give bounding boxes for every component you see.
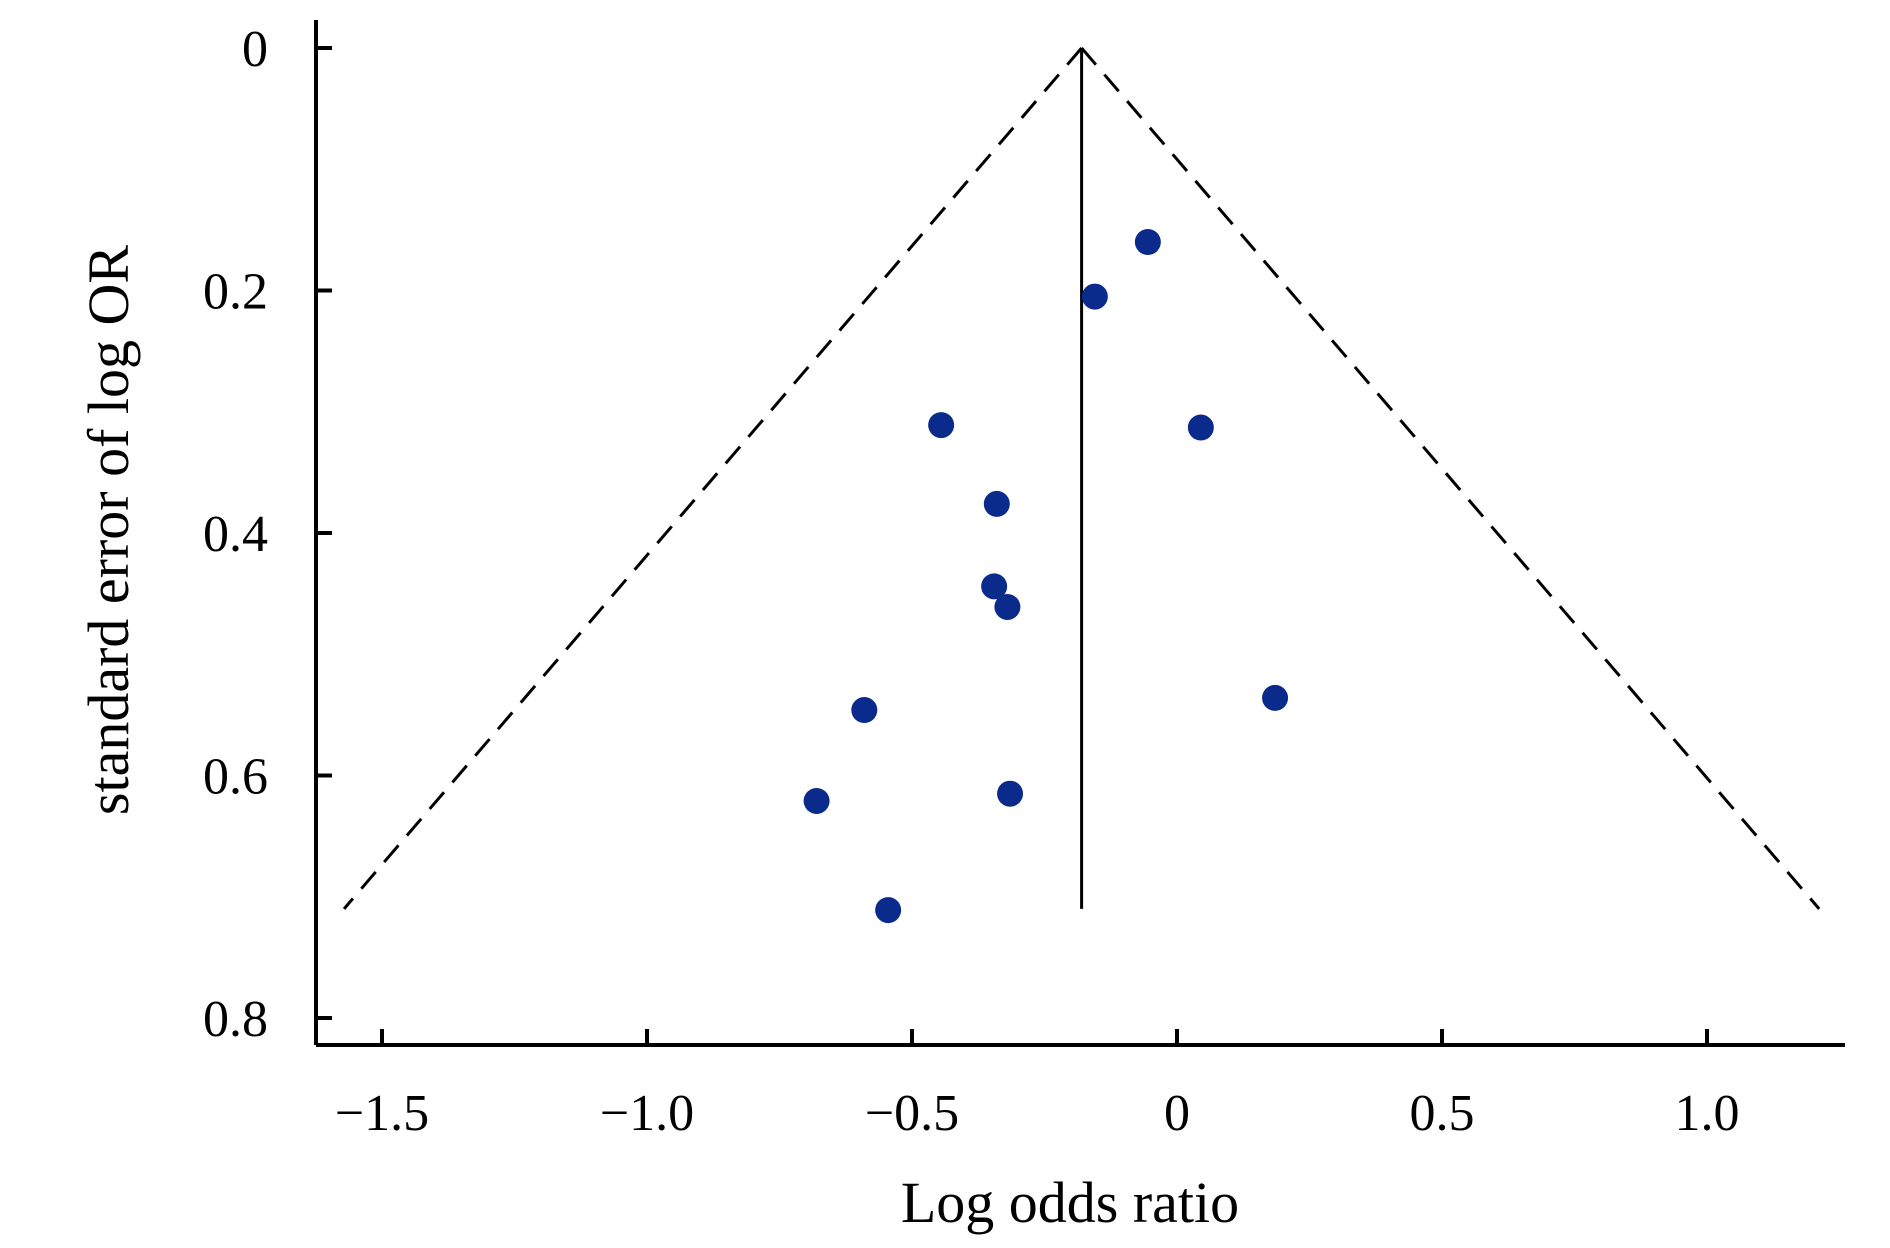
data-point (1081, 283, 1108, 310)
y-tick-label: 0.6 (203, 749, 268, 806)
data-point (983, 490, 1010, 517)
y-tick-label: 0 (242, 21, 268, 78)
x-tick-label: 0 (1164, 1085, 1190, 1142)
x-tick-label: 1.0 (1675, 1085, 1740, 1142)
data-point (1187, 414, 1214, 441)
data-point (994, 593, 1021, 620)
data-point (1134, 229, 1161, 255)
y-axis-title: standard error of log OR (76, 245, 141, 815)
data-point (997, 780, 1024, 807)
x-tick-label: 0.5 (1410, 1085, 1475, 1142)
data-point (981, 573, 1008, 600)
y-tick-label: 0.2 (203, 264, 268, 321)
data-points (803, 229, 1289, 924)
y-tick-label: 0.4 (203, 506, 268, 563)
data-point (875, 897, 902, 924)
data-point (851, 697, 878, 724)
funnel-right-boundary (1080, 47, 1821, 910)
axes: −1.5 −1.0 −0.5 0 0.5 1.0 0 0.2 0.4 0.6 0.8 (203, 20, 1845, 1142)
data-point (803, 787, 830, 814)
data-point (1262, 684, 1289, 711)
x-tick-label: −1.0 (600, 1085, 694, 1142)
x-axis-title: Log odds ratio (901, 1170, 1239, 1235)
funnel-left-boundary (342, 47, 1083, 910)
x-tick-label: −1.5 (335, 1085, 429, 1142)
y-tick-label: 0.8 (203, 991, 268, 1048)
data-point (928, 412, 955, 439)
funnel-lines (342, 47, 1821, 910)
x-tick-label: −0.5 (865, 1085, 959, 1142)
